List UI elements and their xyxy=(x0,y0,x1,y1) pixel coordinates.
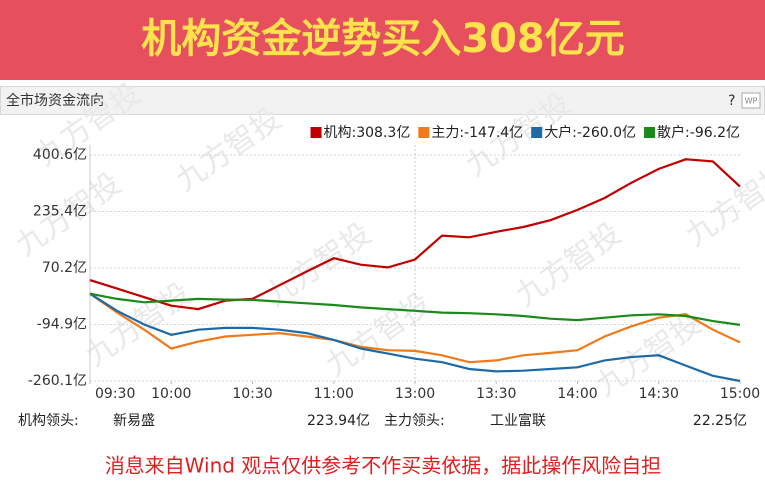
main-stock: 工业富联 xyxy=(490,412,546,429)
legend-label: 大户:-260.0亿 xyxy=(544,124,636,141)
legend-label: 主力:-147.4亿 xyxy=(431,125,523,141)
legend-label: 机构:308.3亿 xyxy=(324,125,411,141)
watermark: 九方智投 xyxy=(169,101,287,198)
wp-icon[interactable]: WP xyxy=(745,97,758,106)
x-tick-label: 14:00 xyxy=(557,386,597,402)
inst-amount: 223.94亿 xyxy=(307,413,370,429)
x-tick-label: 10:00 xyxy=(151,386,191,402)
y-tick-label: 70.2亿 xyxy=(42,260,87,276)
main-label: 主力领头: xyxy=(384,413,445,429)
legend-label: 散户:-96.2亿 xyxy=(657,124,740,141)
watermark: 九方智投 xyxy=(319,286,437,383)
x-tick-label: 09:30 xyxy=(95,386,135,402)
plot: 400.6亿 235.4亿 70.2亿 -94.9亿 -260.1亿 09:30 10:00… xyxy=(28,124,760,402)
wp-icon-box[interactable] xyxy=(741,92,761,109)
banner xyxy=(0,0,765,80)
disclaimer: 消息来自Wind 观点仅供参考不作买卖依据，据此操作风险自担 xyxy=(105,454,662,478)
inst-label: 机构领头: xyxy=(18,413,79,429)
header-bar xyxy=(0,86,765,115)
x-tick-label: 15:00 xyxy=(720,386,760,402)
legend-swatch xyxy=(531,127,543,138)
legend-swatch xyxy=(418,127,430,138)
series-line xyxy=(89,292,741,383)
x-tick-label: 14:30 xyxy=(639,386,679,402)
banner-title: 机构资金逆势买入308亿元 xyxy=(141,16,625,62)
series-line xyxy=(89,292,741,326)
series-line xyxy=(89,292,741,364)
help-icon[interactable]: ? xyxy=(728,93,735,109)
main-amount: 22.25亿 xyxy=(693,413,747,429)
y-tick-label: -260.1亿 xyxy=(28,373,87,389)
x-tick-label: 13:30 xyxy=(476,386,516,402)
x-tick-label: 13:00 xyxy=(395,386,435,402)
series-line xyxy=(89,158,741,311)
inst-stock: 新易盛 xyxy=(113,413,155,429)
watermark: 九方智投 xyxy=(509,216,627,313)
legend-swatch xyxy=(644,127,656,138)
x-tick-label: 11:00 xyxy=(314,386,354,402)
legend-swatch xyxy=(310,127,322,138)
y-tick-label: -94.9亿 xyxy=(37,316,87,332)
y-tick-label: 235.4亿 xyxy=(33,204,87,220)
y-tick-label: 400.6亿 xyxy=(33,147,87,163)
x-tick-label: 10:30 xyxy=(232,386,272,402)
header-title: 全市场资金流向 xyxy=(6,92,104,109)
